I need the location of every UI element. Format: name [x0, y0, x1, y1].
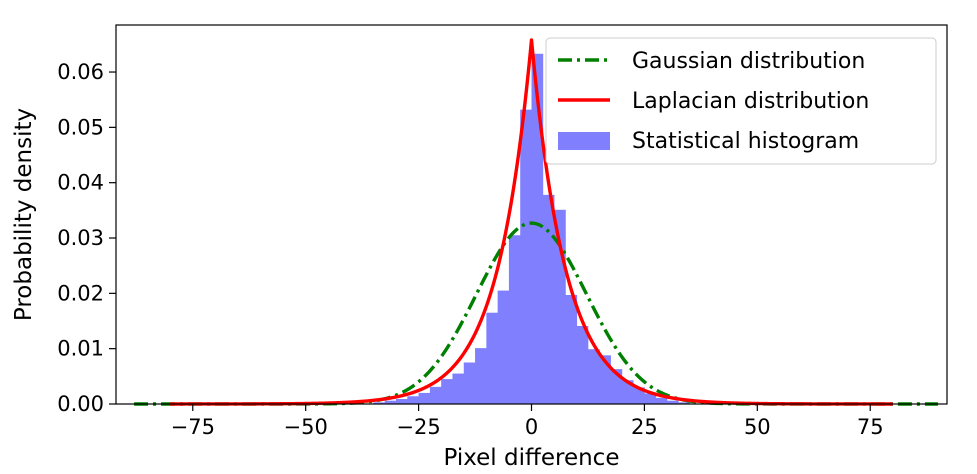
- legend-swatch: [558, 132, 610, 150]
- y-tick-label: 0.02: [57, 281, 104, 305]
- histogram-bar: [542, 194, 555, 404]
- y-tick-label: 0.05: [57, 115, 104, 139]
- y-axis: 0.00 0.01 0.02 0.03 0.04 0.05 0.06: [57, 60, 116, 416]
- histogram-bar: [441, 379, 453, 404]
- histogram-bar: [666, 400, 679, 404]
- histogram-bar: [655, 397, 668, 404]
- histogram-bar: [407, 396, 419, 404]
- x-tick-label: 0: [525, 415, 538, 439]
- histogram-bar: [486, 312, 499, 404]
- histogram-bars: [373, 53, 690, 404]
- histogram-bar: [384, 400, 397, 404]
- y-tick-label: 0.00: [57, 392, 104, 416]
- gaussian-distribution-curve: [134, 221, 938, 406]
- histogram-bar: [429, 386, 442, 404]
- legend-label: Gaussian distribution: [632, 49, 865, 74]
- histogram-bar: [576, 325, 589, 404]
- x-tick-label: −25: [396, 415, 440, 439]
- legend-entry: Statistical histogram: [558, 129, 859, 154]
- histogram-bar: [565, 295, 578, 404]
- histogram-bar: [475, 348, 487, 404]
- histogram-bar: [633, 387, 645, 404]
- histogram-bar: [587, 349, 600, 404]
- y-tick-label: 0.03: [57, 226, 104, 250]
- histogram-bar: [610, 369, 623, 404]
- x-axis: −75 −50 −25 0 25 50 75: [171, 404, 884, 439]
- y-tick-label: 0.01: [57, 337, 104, 361]
- histogram-bar: [621, 380, 634, 404]
- histogram-bar: [508, 235, 521, 404]
- legend-label: Statistical histogram: [632, 129, 859, 154]
- histogram-bar: [644, 393, 657, 404]
- histogram-bar: [373, 402, 386, 404]
- legend-entry: Laplacian distribution: [558, 89, 869, 114]
- histogram-bar: [463, 362, 476, 404]
- x-axis-label: Pixel difference: [444, 445, 620, 471]
- histogram-bar: [554, 209, 566, 404]
- x-tick-label: −50: [284, 415, 328, 439]
- y-axis-label: Probability density: [11, 108, 37, 321]
- histogram-bar: [520, 109, 532, 404]
- histogram-bar: [452, 373, 465, 404]
- histogram-bar: [497, 290, 510, 404]
- y-tick-label: 0.04: [57, 171, 104, 195]
- x-tick-label: 50: [744, 415, 771, 439]
- histogram-bar: [418, 392, 431, 404]
- legend-entry: Gaussian distribution: [558, 49, 865, 74]
- histogram-bar: [678, 402, 690, 404]
- histogram-bar: [396, 399, 408, 404]
- histogram-bar: [531, 53, 544, 404]
- x-tick-label: 25: [631, 415, 658, 439]
- legend: Gaussian distribution Laplacian distribut…: [545, 37, 937, 165]
- x-tick-label: 75: [857, 415, 884, 439]
- histogram-bar: [599, 355, 611, 404]
- legend-label: Laplacian distribution: [632, 89, 869, 114]
- x-tick-label: −75: [171, 415, 215, 439]
- y-tick-label: 0.06: [57, 60, 104, 84]
- legend-box: [545, 37, 937, 165]
